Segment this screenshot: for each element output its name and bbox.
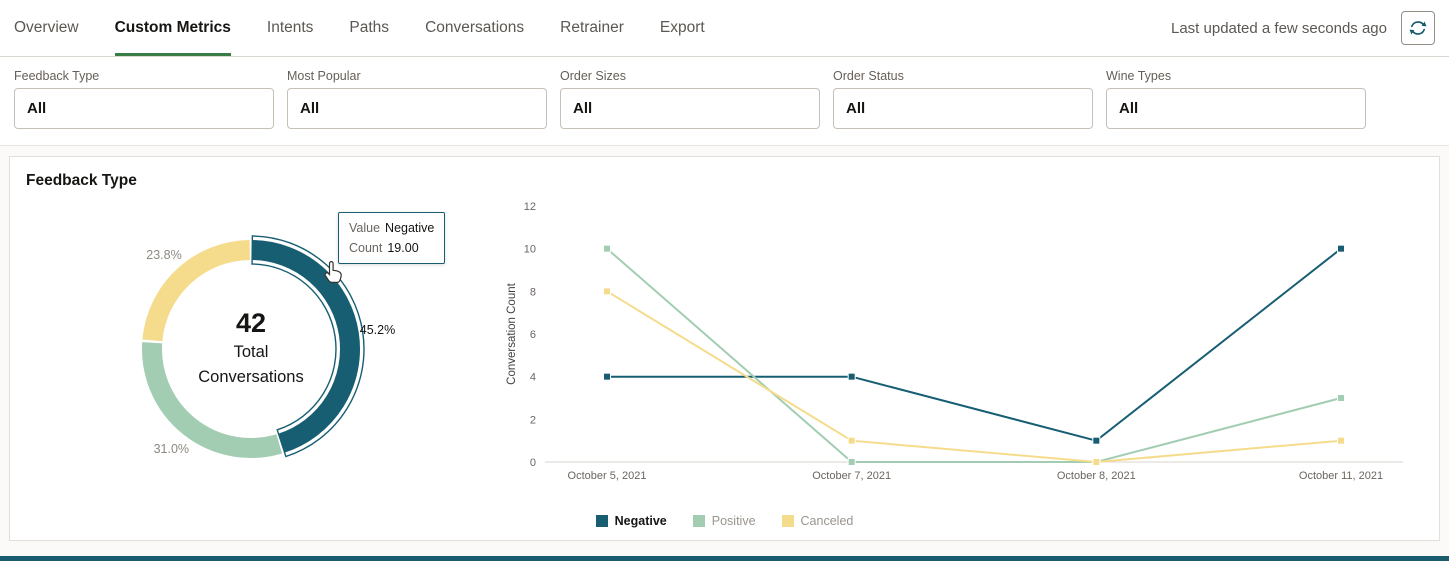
- legend-item-negative[interactable]: Negative: [595, 514, 667, 528]
- line-chart[interactable]: 0 2 4 6 8 10 12 Conversation Count October 5, 20…: [501, 194, 1423, 508]
- line-series-positive[interactable]: [606, 247, 1342, 463]
- tooltip-value: Negative: [385, 221, 435, 235]
- line-series-canceled[interactable]: [606, 290, 1342, 464]
- donut-center-label-2: Conversations: [198, 368, 303, 386]
- topbar-right: Last updated a few seconds ago: [1171, 0, 1435, 56]
- card-title: Feedback Type: [26, 172, 137, 189]
- data-point-negative[interactable]: [847, 372, 856, 381]
- x-tick-label: October 5, 2021: [568, 470, 647, 482]
- tab-retrainer[interactable]: Retrainer: [560, 18, 624, 36]
- refresh-button[interactable]: [1401, 11, 1435, 45]
- legend-swatch-negative: [595, 515, 608, 527]
- x-tick-label: October 7, 2021: [812, 470, 891, 482]
- donut-center-label-1: Total: [234, 343, 269, 361]
- x-tick-label: October 8, 2021: [1057, 470, 1136, 482]
- bottom-accent-bar: [0, 556, 1449, 561]
- donut-percent-label-positive: 31.0%: [154, 442, 189, 456]
- y-tick-label: 0: [530, 457, 536, 469]
- filter-select-order-sizes[interactable]: All: [560, 88, 820, 129]
- tab-custom-metrics[interactable]: Custom Metrics: [114, 0, 231, 56]
- y-tick-label: 6: [530, 329, 536, 341]
- filter-select-most-popular[interactable]: All: [287, 88, 547, 129]
- tooltip-count-label: Count: [349, 241, 383, 255]
- filter-order-status: Order Status All: [833, 69, 1093, 129]
- chart-legend: Negative Positive Canceled: [26, 508, 1423, 534]
- tab-overview[interactable]: Overview: [14, 18, 79, 36]
- filter-most-popular: Most Popular All: [287, 69, 547, 129]
- legend-item-positive[interactable]: Positive: [692, 514, 756, 528]
- y-axis-title: Conversation Count: [506, 282, 518, 384]
- filter-feedback-type: Feedback Type All: [14, 69, 274, 129]
- data-point-positive[interactable]: [603, 244, 611, 253]
- line-chart-svg: 0 2 4 6 8 10 12 Conversation Count October 5, 20…: [506, 201, 1403, 482]
- filter-label-order-sizes: Order Sizes: [560, 69, 626, 83]
- data-point-positive[interactable]: [847, 458, 856, 466]
- filter-wine-types: Wine Types All: [1106, 69, 1366, 129]
- donut-percent-label-negative: 45.2%: [360, 323, 395, 337]
- data-point-canceled[interactable]: [847, 436, 856, 445]
- donut-segment-positive[interactable]: [142, 342, 283, 458]
- line-series-negative[interactable]: [607, 247, 1342, 442]
- data-point-canceled[interactable]: [603, 287, 611, 296]
- donut-segment-negative[interactable]: [251, 240, 360, 453]
- y-tick-label: 4: [530, 372, 536, 384]
- y-tick-label: 2: [530, 414, 536, 426]
- filter-label-wine-types: Wine Types: [1106, 69, 1172, 83]
- tab-intents[interactable]: Intents: [266, 18, 314, 36]
- data-point-canceled[interactable]: [1337, 436, 1345, 445]
- donut-svg: 45.2% 31.0% 23.8% 42 Total Conversations: [142, 235, 395, 458]
- y-tick-label: 12: [524, 201, 536, 213]
- tab-export[interactable]: Export: [659, 18, 705, 36]
- legend-item-canceled[interactable]: Canceled: [781, 514, 854, 528]
- tab-conversations[interactable]: Conversations: [425, 18, 525, 36]
- data-point-negative[interactable]: [603, 372, 611, 381]
- filter-select-wine-types[interactable]: All: [1106, 88, 1366, 129]
- legend-label-negative: Negative: [614, 514, 667, 528]
- filter-select-order-status[interactable]: All: [833, 88, 1093, 129]
- filter-label-most-popular: Most Popular: [287, 69, 361, 83]
- x-tick-label: October 11, 2021: [1299, 470, 1383, 482]
- filter-label-feedback-type: Feedback Type: [14, 69, 100, 83]
- refresh-icon: [1408, 18, 1428, 38]
- data-point-positive[interactable]: [1337, 394, 1345, 402]
- chart-tooltip: Value Negative Count 19.00: [338, 212, 446, 264]
- y-tick-label: 8: [530, 286, 536, 298]
- data-point-negative[interactable]: [1337, 244, 1345, 253]
- tooltip-value-row: Value Negative: [349, 218, 434, 238]
- donut-percent-label-canceled: 23.8%: [146, 248, 181, 262]
- y-tick-label: 10: [524, 244, 536, 256]
- feedback-type-card: Feedback Type 45.2% 31.0% 23.8% 42 Total Conv…: [9, 156, 1440, 541]
- donut-chart[interactable]: 45.2% 31.0% 23.8% 42 Total Conversations Valu…: [26, 194, 501, 508]
- filters-bar: Feedback Type All Most Popular All Order…: [0, 57, 1449, 146]
- tooltip-value-label: Value: [349, 221, 381, 235]
- tooltip-count: 19.00: [387, 241, 419, 255]
- filter-order-sizes: Order Sizes All: [560, 69, 820, 129]
- filter-select-feedback-type[interactable]: All: [14, 88, 274, 129]
- donut-center-value: 42: [236, 308, 266, 338]
- legend-swatch-canceled: [781, 515, 794, 527]
- filter-label-order-status: Order Status: [833, 69, 904, 83]
- donut-segment-canceled[interactable]: [142, 240, 251, 342]
- legend-label-positive: Positive: [711, 514, 756, 528]
- legend-swatch-positive: [692, 515, 705, 527]
- last-updated-text: Last updated a few seconds ago: [1171, 19, 1387, 37]
- top-navigation: Overview Custom Metrics Intents Paths Co…: [0, 0, 1449, 57]
- card-body: 45.2% 31.0% 23.8% 42 Total Conversations Valu…: [26, 194, 1423, 508]
- tooltip-count-row: Count 19.00: [349, 238, 434, 258]
- data-point-negative[interactable]: [1092, 436, 1101, 445]
- tab-paths[interactable]: Paths: [349, 18, 390, 36]
- legend-label-canceled: Canceled: [800, 514, 854, 528]
- tab-list: Overview Custom Metrics Intents Paths Co…: [14, 0, 705, 56]
- data-point-canceled[interactable]: [1092, 458, 1101, 466]
